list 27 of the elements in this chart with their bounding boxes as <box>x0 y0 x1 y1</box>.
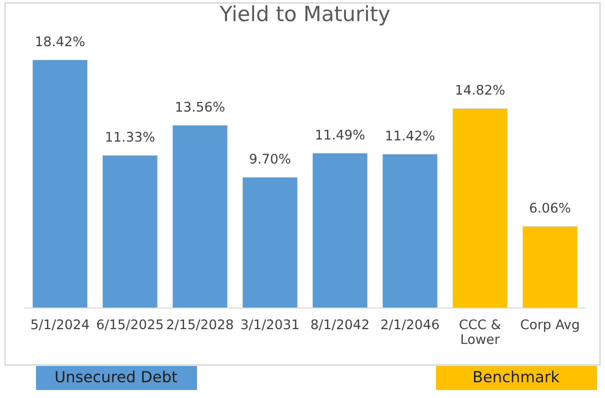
bar <box>172 125 228 308</box>
bar <box>382 154 438 308</box>
bar <box>522 226 578 308</box>
data-label: 18.42% <box>36 36 84 46</box>
bar <box>242 177 298 308</box>
x-tick-label: 5/1/2024 <box>31 319 89 330</box>
text: Benchmark <box>474 370 560 382</box>
data-label: 11.42% <box>386 130 434 141</box>
x-tick-label: 3/1/2031 <box>241 319 298 330</box>
bar <box>102 155 158 308</box>
chart-title: Yield to Maturity <box>220 5 390 26</box>
text: Unsecured Debt <box>56 370 178 382</box>
data-label: 13.56% <box>176 102 224 112</box>
data-label: 6.06% <box>530 202 570 213</box>
x-tick-label: CCC & Lower <box>460 319 501 344</box>
data-label: 14.82% <box>456 84 504 95</box>
x-tick-label: Corp Avg <box>520 319 579 332</box>
bar <box>452 108 508 308</box>
x-tick-label: 6/15/2025 <box>97 319 163 330</box>
x-tick-label: 2/1/2046 <box>381 319 439 330</box>
x-tick-label: 8/1/2042 <box>311 319 368 330</box>
data-label: 11.49% <box>316 130 364 140</box>
bar <box>312 153 368 308</box>
x-tick-label: 2/15/2028 <box>167 319 233 330</box>
bar <box>32 60 88 308</box>
data-label: 11.33% <box>106 132 154 142</box>
data-label: 9.70% <box>250 154 290 164</box>
